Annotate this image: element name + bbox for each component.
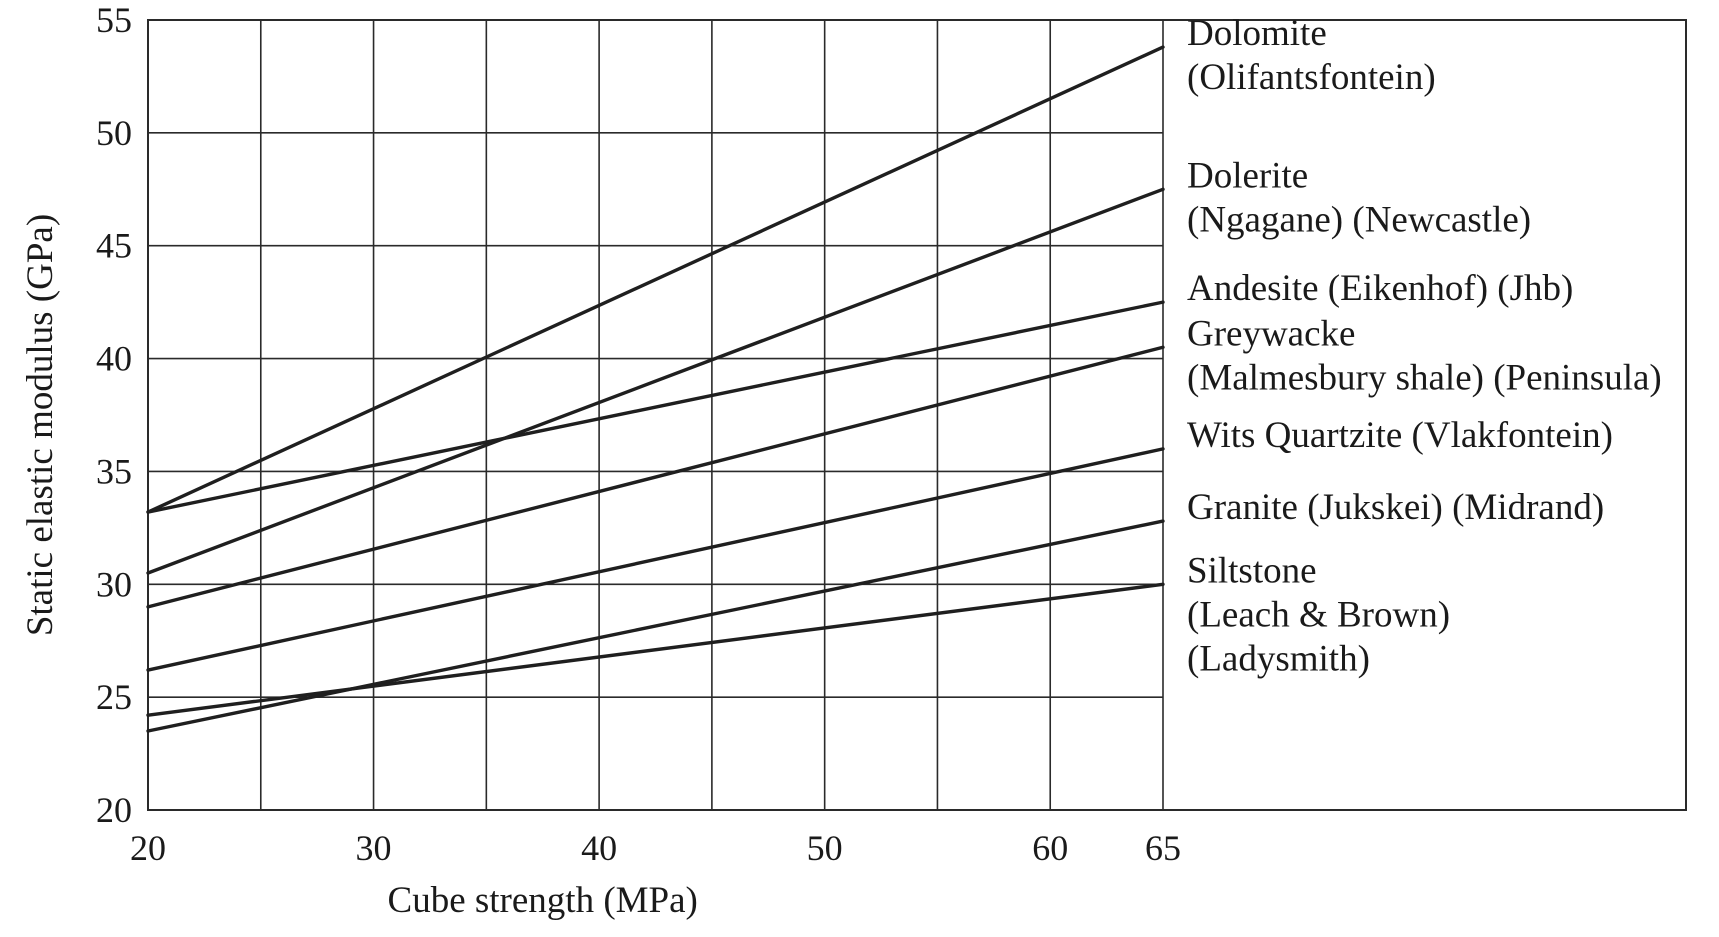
series-label: (Ladysmith) bbox=[1187, 638, 1370, 679]
series-line bbox=[146, 519, 1165, 733]
y-tick-label: 45 bbox=[96, 226, 132, 266]
series-line bbox=[146, 187, 1165, 575]
y-tick-label: 35 bbox=[96, 451, 132, 491]
series-line bbox=[146, 300, 1165, 514]
series-label: Granite (Jukskei) (Midrand) bbox=[1187, 487, 1604, 528]
series-label: Dolerite bbox=[1187, 155, 1308, 196]
y-tick-label: 20 bbox=[96, 790, 132, 830]
series-lines bbox=[146, 45, 1165, 733]
series-line bbox=[146, 345, 1165, 609]
y-tick-label: 40 bbox=[96, 339, 132, 379]
series-line bbox=[146, 447, 1165, 672]
series-labels: Dolomite(Olifantsfontein) Dolerite(Ngagan… bbox=[1187, 13, 1662, 679]
grid bbox=[147, 19, 1164, 811]
x-axis-label: Cube strength (MPa) bbox=[388, 880, 698, 921]
series-label: (Leach & Brown) bbox=[1187, 594, 1450, 635]
y-tick-label: 25 bbox=[96, 677, 132, 717]
y-axis-label: Static elastic modulus (GPa) bbox=[20, 214, 61, 636]
series-label: (Olifantsfontein) bbox=[1187, 57, 1436, 98]
series-line bbox=[146, 45, 1165, 514]
series-line bbox=[146, 582, 1165, 717]
x-tick-label: 60 bbox=[1032, 828, 1068, 868]
x-tick-label: 40 bbox=[581, 828, 617, 868]
series-label: Dolomite bbox=[1187, 13, 1327, 54]
y-tick-label: 50 bbox=[96, 113, 132, 153]
y-tick-label: 55 bbox=[96, 0, 132, 40]
x-tick-label: 30 bbox=[356, 828, 392, 868]
series-label: Wits Quartzite (Vlakfontein) bbox=[1187, 415, 1613, 456]
series-label: Siltstone bbox=[1187, 550, 1317, 591]
series-label: Andesite (Eikenhof) (Jhb) bbox=[1187, 268, 1573, 309]
tick-labels: 20 25 30 35 40 45 50 55 20 30 40 50 60 65 bbox=[96, 0, 1181, 868]
series-label: Greywacke bbox=[1187, 313, 1355, 354]
series-label: (Malmesbury shale) (Peninsula) bbox=[1187, 357, 1662, 398]
series-label: (Ngagane) (Newcastle) bbox=[1187, 199, 1531, 240]
x-tick-label: 65 bbox=[1145, 828, 1181, 868]
x-tick-label: 20 bbox=[130, 828, 166, 868]
x-tick-label: 50 bbox=[807, 828, 843, 868]
plot-frame bbox=[147, 19, 1687, 811]
y-tick-label: 30 bbox=[96, 564, 132, 604]
